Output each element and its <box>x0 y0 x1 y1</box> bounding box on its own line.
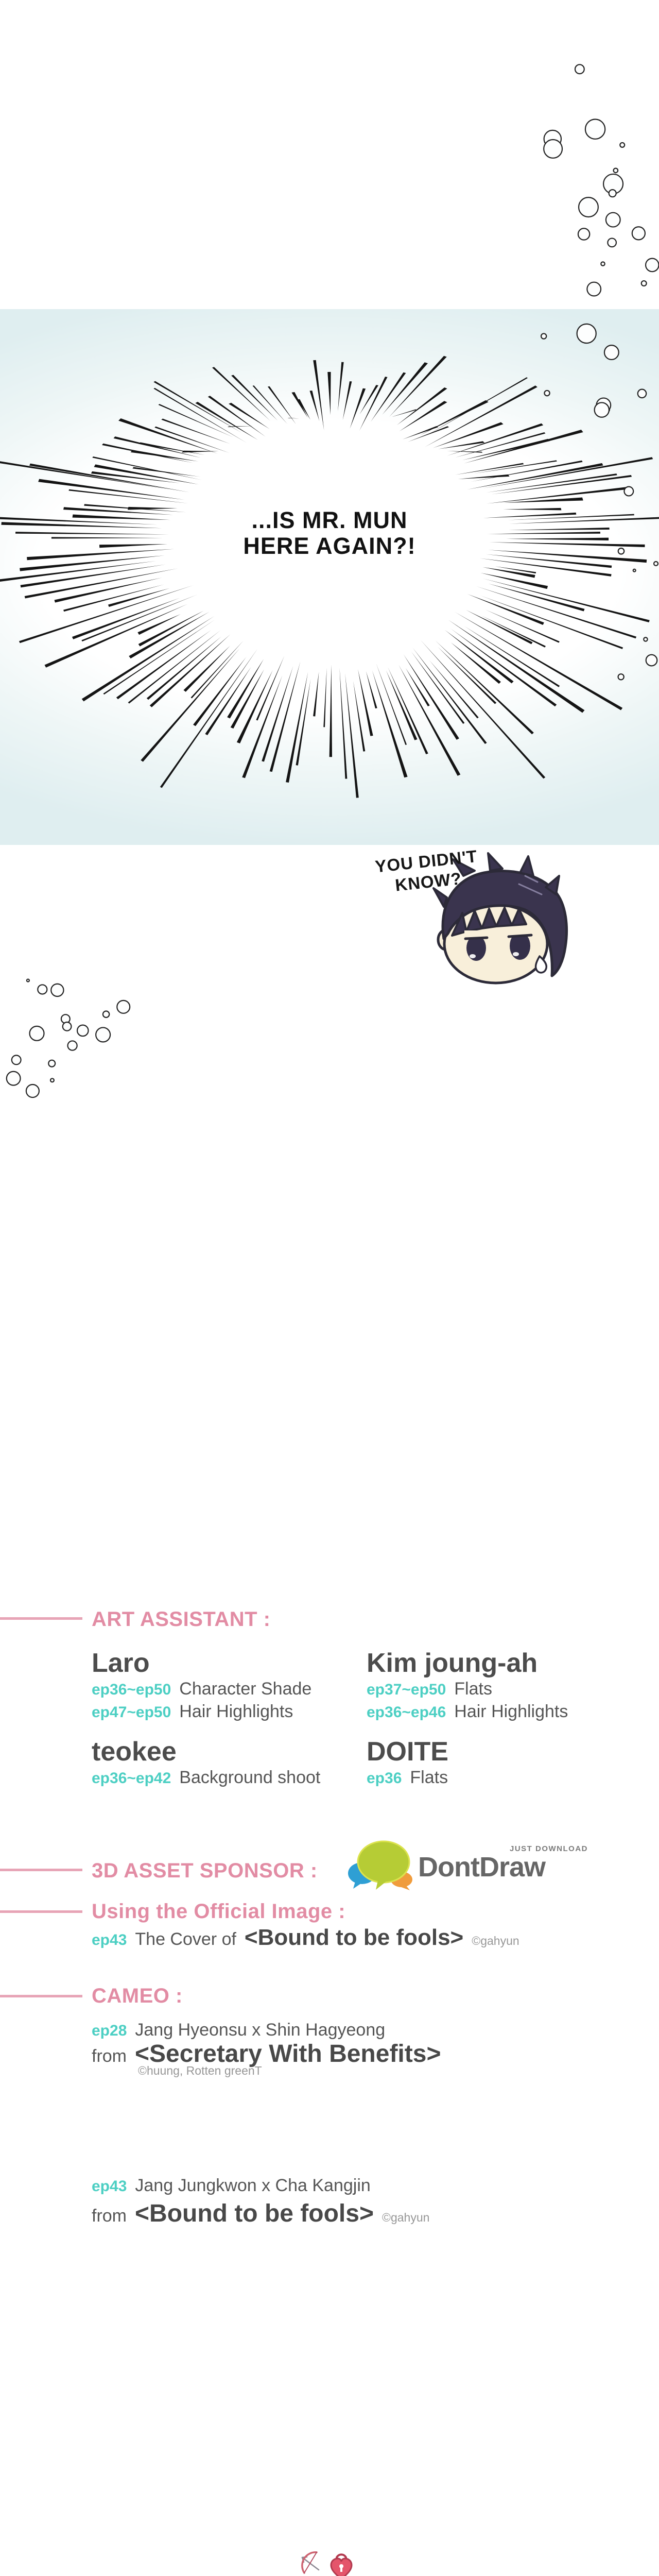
credit-name: Laro <box>92 1648 150 1678</box>
burst-dialogue: ...IS MR. MUN HERE AGAIN?! <box>0 507 659 559</box>
official-image-heading: Using the Official Image : <box>92 1900 346 1923</box>
speed-lines-burst <box>0 355 659 798</box>
cameo-from-row: from <Secretary With Benefits> <box>92 2040 441 2068</box>
section-divider-line <box>0 1910 82 1913</box>
bubble-clusters <box>6 64 659 1098</box>
cameo-from-row: from <Bound to be fools> ©gahyun <box>92 2199 429 2228</box>
episode-range: ep36 <box>367 1770 402 1787</box>
dontdraw-tagline: JUST DOWNLOAD <box>510 1844 588 1853</box>
credit-role-row: ep36 Flats <box>367 1767 639 1789</box>
episode-range: ep37~ep50 <box>367 1681 446 1698</box>
credit-role-row: ep37~ep50 Flats <box>367 1679 639 1700</box>
artist-credit: ©huung, Rotten greenT <box>138 2064 262 2077</box>
from-word: from <box>92 2046 127 2066</box>
credit-role: Background shoot <box>179 1768 321 1787</box>
episode-range: ep28 <box>92 2022 127 2039</box>
sponsor-heading: 3D ASSET SPONSOR : <box>92 1859 318 1882</box>
burst-dialogue-line2: HERE AGAIN?! <box>243 533 416 559</box>
episode-range: ep36~ep42 <box>92 1770 171 1787</box>
episode-range: ep43 <box>92 1931 127 1948</box>
credit-name: Kim joung-ah <box>367 1648 538 1678</box>
series-title: <Bound to be fools> <box>135 2200 374 2227</box>
art-assistant-heading: ART ASSISTANT : <box>92 1608 271 1631</box>
burst-dialogue-line1: ...IS MR. MUN <box>251 507 408 533</box>
episode-range: ep43 <box>92 2178 127 2195</box>
cameo-pair: Jang Jungkwon x Cha Kangjin <box>135 2176 371 2195</box>
credit-entry: Kim joung-ah ep37~ep50 Flats ep36~ep46 H… <box>367 1649 639 1723</box>
credit-role-row: ep36~ep42 Background shoot <box>92 1767 365 1789</box>
cameo-pair-row: ep28 Jang Hyeonsu x Shin Hagyeong <box>92 2020 385 2040</box>
section-divider-line <box>0 1995 82 1997</box>
cameo-heading: CAMEO : <box>92 1985 183 2007</box>
artist-credit: ©gahyun <box>382 2211 430 2224</box>
dontdraw-logo: DontDraw <box>418 1852 546 1883</box>
credit-role-row: ep36~ep46 Hair Highlights <box>367 1701 639 1723</box>
credit-entry: teokee ep36~ep42 Background shoot <box>92 1737 365 1789</box>
episode-range: ep47~ep50 <box>92 1704 171 1721</box>
series-title: <Bound to be fools> <box>244 1925 464 1950</box>
episode-range: ep36~ep50 <box>92 1681 171 1698</box>
series-title: <Secretary With Benefits> <box>135 2040 441 2067</box>
artist-credit: ©gahyun <box>472 1934 519 1947</box>
from-word: from <box>92 2206 127 2226</box>
credit-name: teokee <box>92 1737 177 1767</box>
cameo-pair-row: ep43 Jang Jungkwon x Cha Kangjin <box>92 2176 371 2196</box>
credit-name: DOITE <box>367 1737 448 1767</box>
bow-arrow-heart-icon <box>301 2551 353 2576</box>
official-image-prefix: The Cover of <box>135 1929 236 1949</box>
credit-role: Hair Highlights <box>179 1702 293 1721</box>
official-image-row: ep43 The Cover of <Bound to be fools> ©g… <box>92 1925 519 1951</box>
chibi-character <box>432 852 568 985</box>
cameo-pair: Jang Hyeonsu x Shin Hagyeong <box>135 2020 386 2040</box>
section-divider-line <box>0 1869 82 1871</box>
credit-role: Flats <box>454 1679 492 1699</box>
episode-range: ep36~ep46 <box>367 1704 446 1721</box>
comic-panel-art <box>0 64 659 1098</box>
credit-role: Flats <box>410 1768 448 1787</box>
credit-role: Character Shade <box>179 1679 312 1699</box>
credit-entry: DOITE ep36 Flats <box>367 1737 639 1789</box>
dontdraw-bubbles-icon <box>348 1840 412 1890</box>
credit-entry: Laro ep36~ep50 Character Shade ep47~ep50… <box>92 1649 365 1723</box>
credit-role-row: ep36~ep50 Character Shade <box>92 1679 365 1700</box>
credit-role-row: ep47~ep50 Hair Highlights <box>92 1701 365 1723</box>
credit-role: Hair Highlights <box>454 1702 568 1721</box>
section-divider-line <box>0 1617 82 1620</box>
